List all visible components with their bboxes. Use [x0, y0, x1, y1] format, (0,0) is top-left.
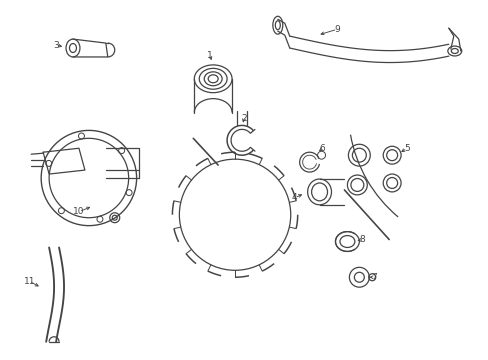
Text: 4: 4: [291, 193, 297, 202]
Text: 9: 9: [334, 25, 340, 34]
Text: 11: 11: [23, 277, 35, 286]
Text: 3: 3: [53, 41, 59, 50]
Text: 2: 2: [241, 114, 246, 123]
Text: 10: 10: [73, 207, 84, 216]
Text: 7: 7: [370, 273, 376, 282]
Text: 8: 8: [359, 235, 365, 244]
Text: 1: 1: [207, 51, 213, 60]
Text: 5: 5: [404, 144, 409, 153]
Text: 6: 6: [319, 144, 325, 153]
